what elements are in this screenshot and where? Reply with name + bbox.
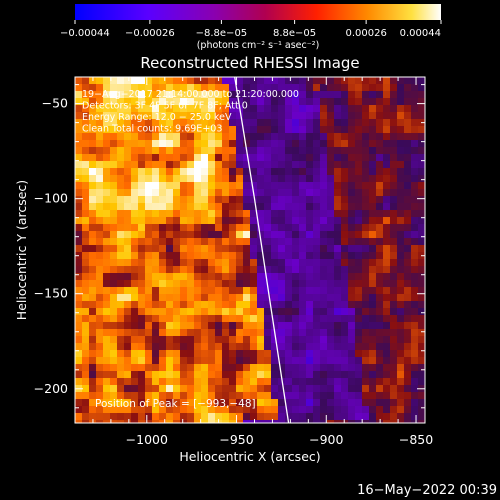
colorbar-tick-label: 0.00026 [345,28,386,39]
annotation-line: Energy Range: 12.0 − 25.0 keV [82,112,232,123]
y-tick-label: −200 [34,381,68,396]
x-tick-label: −900 [309,432,343,447]
heatmap-image [75,77,425,423]
colorbar [75,4,441,20]
annotation-line: Clean Total counts: 9.69E+03 [82,124,222,135]
x-axis-label: Heliocentric X (arcsec) [179,449,320,464]
colorbar-units-label: (photons cm⁻² s⁻¹ asec⁻²) [197,40,320,51]
x-tick-label: −1000 [126,432,168,447]
annotation-line: 19−Aug−2017 21:14:00.000 to 21:20:00.000 [82,89,299,100]
colorbar-tick-label: 0.00044 [400,28,441,39]
axis-ticks: −1000 −950 −900 −850 −50 −100 −150 −200 [34,77,433,447]
x-tick-label: −950 [219,432,253,447]
colorbar-tick-label: −0.00044 [60,28,110,39]
y-tick-label: −50 [42,96,68,111]
colorbar-ticks: −0.00044 −0.00026 −8.8e−05 8.8e−05 0.00026 0.… [60,20,442,39]
y-tick-label: −150 [34,286,68,301]
y-tick-label: −100 [34,191,68,206]
colorbar-tick-label: −8.8e−05 [196,28,248,39]
annotation-block: 19−Aug−2017 21:14:00.000 to 21:20:00.000… [82,89,299,135]
annotation-line: Detectors: 3F 4F 5F 6F 7F 8F; Att 0 [82,101,248,112]
peak-position-label: Position of Peak = [−993,−48] [95,398,256,410]
solar-limb-line [234,77,290,423]
chart-title: Reconstructed RHESSI Image [140,54,359,72]
colorbar-tick-label: 8.8e−05 [273,28,316,39]
plot-frame [74,76,426,424]
x-tick-label: −850 [399,432,433,447]
footer-timestamp: 16−May−2022 00:39 [357,483,497,498]
colorbar-tick-label: −0.00026 [125,28,175,39]
y-axis-label: Heliocentric Y (arcsec) [14,180,29,320]
